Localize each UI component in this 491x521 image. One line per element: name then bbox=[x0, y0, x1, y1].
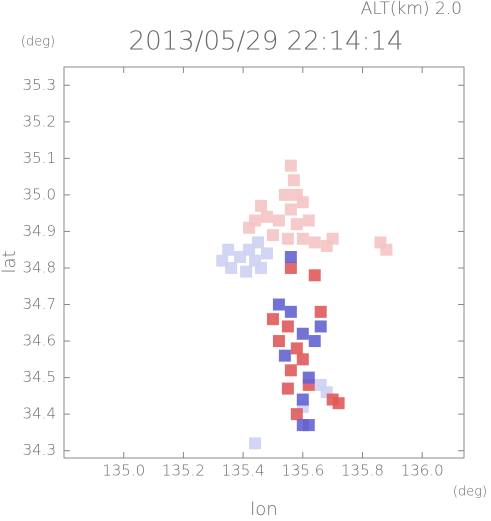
x-tick-label: 135.8 bbox=[341, 462, 384, 480]
data-point bbox=[284, 364, 297, 377]
plot-frame bbox=[63, 66, 465, 459]
altitude-label: ALT(km) 2.0 bbox=[361, 0, 462, 19]
data-point bbox=[255, 261, 268, 274]
data-point bbox=[284, 305, 297, 318]
y-tick-label: 35.1 bbox=[23, 149, 56, 167]
y-tick-label: 35.3 bbox=[23, 76, 56, 94]
data-point bbox=[281, 382, 294, 395]
data-point bbox=[222, 243, 235, 256]
y-tick-label: 34.6 bbox=[23, 332, 56, 350]
y-unit: (deg) bbox=[21, 35, 55, 50]
data-point bbox=[302, 371, 315, 384]
data-point bbox=[314, 305, 327, 318]
y-axis-label: lat bbox=[0, 250, 20, 273]
x-tick-label: 135.4 bbox=[222, 462, 265, 480]
x-tick-label: 136.0 bbox=[401, 462, 444, 480]
data-point bbox=[278, 349, 291, 362]
data-point bbox=[302, 419, 315, 432]
data-point bbox=[296, 232, 309, 245]
data-point bbox=[252, 236, 265, 249]
data-point bbox=[240, 265, 253, 278]
data-point bbox=[260, 210, 273, 223]
data-point bbox=[290, 408, 303, 421]
x-tick-label: 135.0 bbox=[102, 462, 145, 480]
data-point bbox=[281, 232, 294, 245]
data-point bbox=[284, 261, 297, 274]
data-point bbox=[272, 298, 285, 311]
data-point bbox=[302, 214, 315, 227]
data-point bbox=[296, 393, 309, 406]
data-point bbox=[281, 320, 294, 333]
data-point bbox=[308, 236, 321, 249]
data-point bbox=[272, 335, 285, 348]
y-tick-label: 35.2 bbox=[23, 112, 56, 130]
data-point bbox=[266, 313, 279, 326]
y-tick-label: 35.0 bbox=[23, 185, 56, 203]
x-tick-label: 135.2 bbox=[162, 462, 205, 480]
data-point bbox=[290, 342, 303, 355]
data-point bbox=[290, 218, 303, 231]
data-point bbox=[308, 335, 321, 348]
data-point bbox=[278, 188, 291, 201]
data-point bbox=[287, 174, 300, 187]
data-point bbox=[284, 159, 297, 172]
data-point bbox=[284, 203, 297, 216]
x-unit: (deg) bbox=[453, 485, 487, 500]
y-tick-label: 34.9 bbox=[23, 222, 56, 240]
chart-title: 2013/05/29 22:14:14 bbox=[129, 27, 404, 57]
data-point bbox=[255, 199, 268, 212]
data-point bbox=[249, 437, 262, 450]
data-point bbox=[380, 243, 393, 256]
data-point bbox=[266, 229, 279, 242]
data-point bbox=[314, 320, 327, 333]
data-point bbox=[260, 247, 273, 260]
data-point bbox=[272, 214, 285, 227]
y-tick-label: 34.4 bbox=[23, 405, 56, 423]
y-tick-label: 34.3 bbox=[23, 441, 56, 459]
data-point bbox=[234, 251, 247, 264]
x-axis-label: lon bbox=[250, 499, 277, 520]
data-point bbox=[296, 196, 309, 209]
y-tick-label: 34.5 bbox=[23, 368, 56, 386]
x-tick-label: 135.6 bbox=[281, 462, 324, 480]
data-point bbox=[308, 269, 321, 282]
data-point bbox=[332, 397, 345, 410]
data-point bbox=[225, 261, 238, 274]
data-point bbox=[296, 327, 309, 340]
data-point bbox=[296, 353, 309, 366]
data-point bbox=[243, 221, 256, 234]
y-tick-label: 34.8 bbox=[23, 258, 56, 276]
y-tick-label: 34.7 bbox=[23, 295, 56, 313]
data-point bbox=[326, 232, 339, 245]
data-point bbox=[284, 251, 297, 264]
